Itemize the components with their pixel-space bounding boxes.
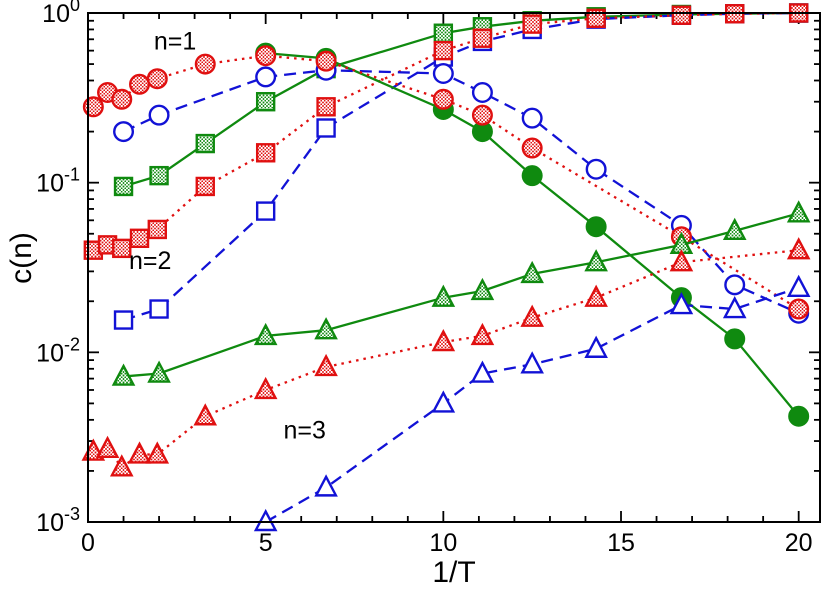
- circle-marker-n1-blue-circles: [255, 66, 277, 88]
- circle-marker-n1-blue-circles: [724, 274, 746, 296]
- triangle-marker-n3-green-triangles: [253, 322, 278, 346]
- triangle-marker-n3-red-triangles: [520, 304, 544, 327]
- triangle-marker-n3-green-triangles: [147, 360, 171, 383]
- circle-marker-n1-blue-circles: [585, 158, 607, 180]
- triangle-marker-n3-red-triangles: [253, 376, 278, 400]
- triangle-marker-n3-red-triangles: [786, 237, 811, 260]
- triangle-marker-n3-green-triangles: [520, 260, 544, 284]
- circle-marker-n1-red-circles: [432, 88, 454, 110]
- y-tick-label: 100: [42, 0, 80, 28]
- square-marker-n2-green-squares: [149, 165, 169, 186]
- triangle-marker-n3-green-triangles: [722, 217, 747, 241]
- triangle-marker-n3-red-triangles: [470, 322, 495, 346]
- triangle-marker-n3-green-triangles: [111, 363, 136, 386]
- series-line-n2-blue-squares: [123, 11, 799, 322]
- circle-marker-n1-red-circles: [194, 53, 216, 75]
- triangle-marker-n3-blue-triangles: [314, 474, 338, 497]
- axis-ticks: [87, 12, 820, 523]
- series-line-n2-green-squares: [123, 11, 799, 188]
- triangle-marker-n3-green-triangles: [470, 277, 495, 301]
- annotation-n3: n=3: [284, 417, 326, 445]
- annotation-n1: n=1: [154, 27, 196, 55]
- circle-marker-n1-red-circles: [82, 96, 104, 118]
- circle-marker-n1-green-circles: [788, 405, 810, 427]
- circle-marker-n1-red-circles: [788, 298, 810, 320]
- circle-marker-n1-blue-circles: [113, 121, 135, 143]
- y-tick-label: 10-1: [36, 165, 80, 198]
- circle-marker-n1-red-circles: [111, 88, 133, 110]
- circle-marker-n1-green-circles: [521, 165, 543, 187]
- square-marker-n2-green-squares: [113, 176, 134, 197]
- series-line-n1-blue-circles: [123, 69, 800, 315]
- triangle-marker-n3-green-triangles: [584, 249, 608, 272]
- square-marker-n2-red-squares: [522, 14, 542, 34]
- square-marker-n2-blue-squares: [255, 201, 276, 221]
- square-marker-n2-blue-squares: [149, 299, 169, 319]
- square-marker-n2-green-squares: [195, 133, 215, 154]
- triangle-marker-n3-red-triangles: [109, 454, 134, 477]
- triangle-marker-n3-blue-triangles: [584, 335, 608, 358]
- square-marker-n2-red-squares: [316, 97, 336, 117]
- square-marker-n2-red-squares: [129, 228, 150, 249]
- x-axis-label: 1/T: [432, 556, 476, 589]
- circle-marker-n1-green-circles: [585, 216, 607, 238]
- triangle-marker-n3-green-triangles: [314, 317, 338, 340]
- plot-frame: [87, 12, 821, 523]
- circle-marker-n1-red-circles: [315, 50, 337, 72]
- square-marker-n2-green-squares: [255, 92, 276, 112]
- triangle-marker-n3-blue-triangles: [470, 360, 495, 383]
- triangle-marker-n3-blue-triangles: [786, 274, 811, 298]
- circle-marker-n1-blue-circles: [471, 81, 493, 103]
- x-tick-label: 20: [785, 529, 813, 557]
- square-marker-n2-red-squares: [112, 238, 132, 259]
- triangle-marker-n3-red-triangles: [193, 403, 218, 426]
- square-marker-n2-blue-squares: [316, 118, 336, 138]
- square-marker-n2-red-squares: [255, 143, 276, 163]
- y-axis-label: c(n): [5, 232, 38, 284]
- square-marker-n2-red-squares: [433, 40, 454, 61]
- annotation-n2: n=2: [129, 247, 171, 275]
- circle-marker-n1-green-circles: [724, 328, 746, 350]
- circle-marker-n1-red-circles: [255, 45, 277, 67]
- circle-marker-n1-blue-circles: [148, 104, 170, 126]
- triangle-marker-n3-red-triangles: [95, 435, 120, 459]
- triangle-marker-n3-green-triangles: [786, 200, 811, 223]
- x-tick-label: 5: [259, 529, 273, 557]
- triangle-marker-n3-red-triangles: [145, 441, 170, 464]
- circle-marker-n1-blue-circles: [432, 62, 454, 84]
- x-tick-label: 15: [607, 529, 635, 557]
- square-marker-n2-red-squares: [472, 28, 493, 48]
- x-tick-label: 10: [429, 529, 457, 557]
- y-tick-label: 10-2: [36, 334, 80, 367]
- triangle-marker-n3-red-triangles: [431, 328, 456, 352]
- circle-marker-n1-red-circles: [146, 68, 168, 90]
- x-tick-label: 0: [81, 529, 95, 557]
- square-marker-n2-red-squares: [671, 5, 692, 25]
- triangle-marker-n3-red-triangles: [127, 441, 152, 464]
- triangle-marker-n3-red-triangles: [584, 284, 608, 307]
- triangle-marker-n3-red-triangles: [669, 249, 694, 272]
- triangle-marker-n3-blue-triangles: [669, 291, 694, 315]
- triangle-marker-n3-blue-triangles: [520, 351, 544, 374]
- triangle-marker-n3-green-triangles: [431, 284, 456, 307]
- triangle-marker-n3-red-triangles: [314, 353, 338, 377]
- square-marker-n2-red-squares: [195, 176, 215, 197]
- circle-marker-n1-red-circles: [471, 104, 493, 126]
- square-marker-n2-green-squares: [433, 23, 454, 43]
- circle-marker-n1-red-circles: [521, 137, 543, 159]
- triangle-marker-n3-blue-triangles: [431, 390, 456, 413]
- triangle-marker-n3-blue-triangles: [722, 295, 747, 319]
- series-line-n3-green-triangles: [123, 212, 800, 378]
- circle-marker-n1-blue-circles: [521, 107, 543, 129]
- y-tick-label: 10-3: [36, 504, 80, 537]
- triangle-marker-n3-blue-triangles: [253, 508, 278, 532]
- circle-marker-n1-red-circles: [129, 73, 151, 95]
- square-marker-n2-red-squares: [586, 8, 606, 29]
- square-marker-n2-blue-squares: [113, 310, 134, 330]
- square-marker-n2-red-squares: [147, 219, 167, 240]
